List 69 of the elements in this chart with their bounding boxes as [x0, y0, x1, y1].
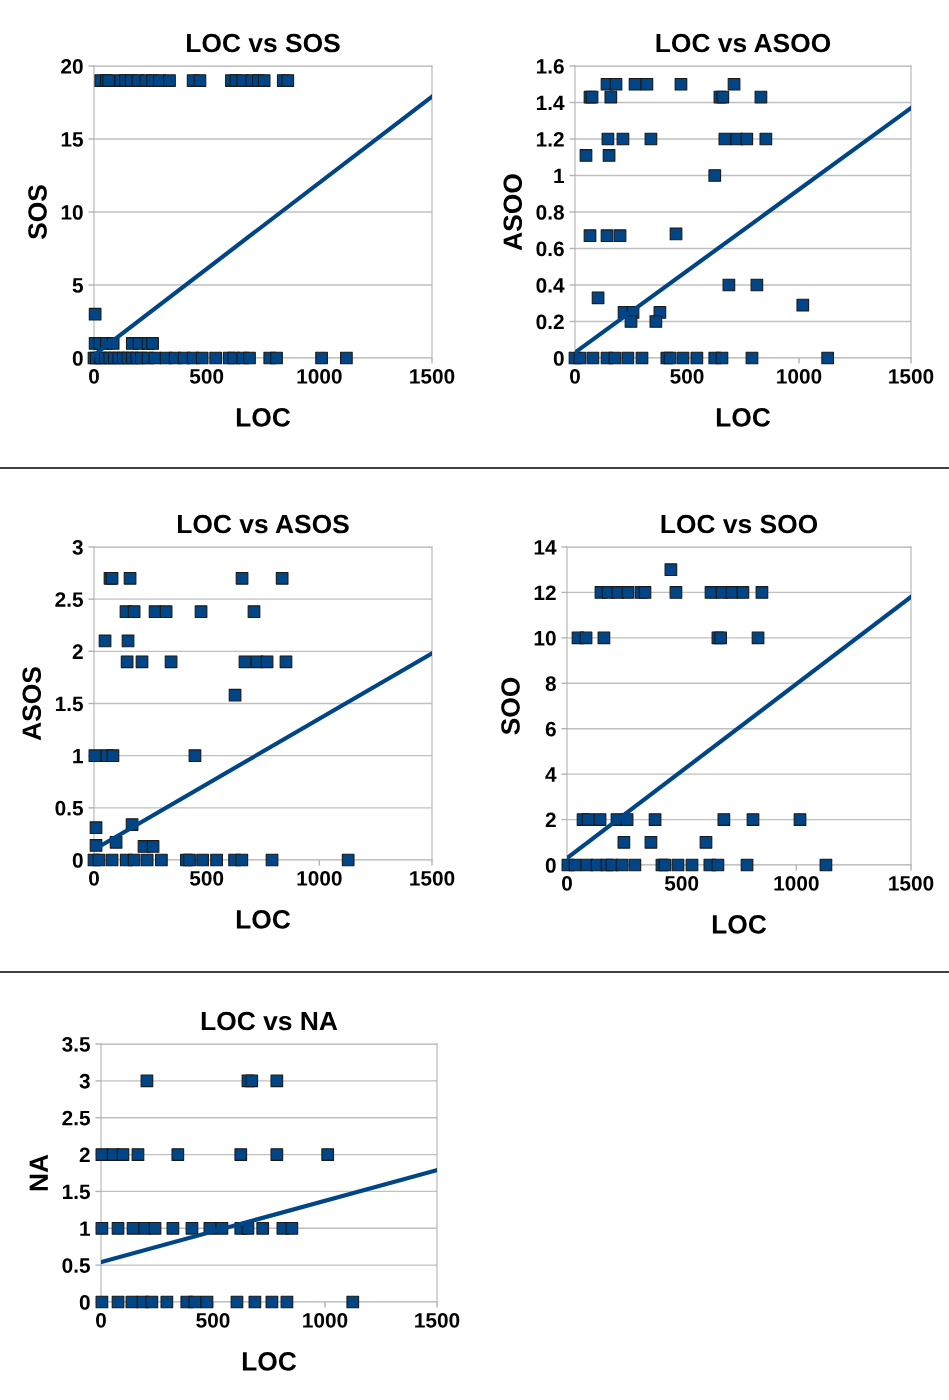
y-axis-title: SOS	[28, 185, 47, 240]
x-tick-label: 1000	[777, 368, 822, 384]
x-tick-label: 500	[189, 368, 224, 384]
x-tick-label: 0	[96, 1312, 106, 1328]
y-tick-label: 2.5	[55, 592, 84, 607]
y-tick-label: 1.4	[536, 95, 565, 111]
x-tick-label: 1000	[774, 875, 819, 891]
y-tick-label: 20	[61, 59, 83, 74]
y-tick-label: 0	[72, 351, 83, 366]
y-tick-label: 15	[61, 132, 84, 147]
x-tick-label: 1000	[297, 368, 342, 384]
y-tick-label: 3.5	[62, 1037, 91, 1052]
chart-title: LOC vs SOO	[661, 514, 818, 534]
y-tick-label: 10	[534, 630, 556, 646]
x-tick-label: 1500	[415, 1312, 460, 1328]
chart-title: LOC vs NA	[201, 1011, 338, 1031]
y-axis-title: ASOS	[22, 667, 42, 741]
y-tick-label: 1.6	[536, 59, 564, 74]
y-tick-label: 0.2	[536, 314, 564, 330]
x-tick-label: 1000	[297, 870, 342, 886]
chart-title: LOC vs ASOS	[178, 514, 349, 534]
y-tick-label: 0.4	[536, 278, 565, 293]
y-tick-label: 3	[72, 540, 83, 555]
y-tick-label: 0.8	[536, 205, 564, 220]
chart-title: LOC vs ASOO	[656, 33, 831, 53]
y-tick-label: 1.2	[536, 132, 564, 147]
y-tick-label: 1	[80, 1221, 90, 1236]
chart-title: LOC vs SOS	[187, 33, 340, 53]
y-tick-label: 2	[545, 812, 556, 828]
y-tick-label: 6	[545, 721, 556, 737]
y-tick-label: 0.5	[62, 1258, 91, 1273]
y-axis-title: ASOO	[503, 174, 523, 251]
x-tick-label: 1500	[410, 870, 455, 886]
y-tick-label: 8	[545, 676, 556, 692]
y-tick-label: 0	[79, 1295, 90, 1310]
y-axis-title: NA	[29, 1154, 48, 1191]
x-tick-label: 0	[570, 368, 580, 384]
y-tick-label: 1	[73, 748, 83, 764]
y-tick-label: 2.5	[62, 1110, 91, 1126]
x-tick-label: 1500	[410, 368, 455, 384]
y-tick-label: 4	[545, 767, 557, 782]
x-tick-label: 500	[189, 870, 224, 886]
x-axis-title: LOC	[236, 407, 291, 427]
x-tick-label: 500	[664, 875, 699, 891]
x-axis-title: LOC	[712, 914, 767, 934]
y-tick-label: 5	[72, 278, 83, 293]
y-tick-label: 1	[554, 168, 564, 184]
x-tick-label: 1500	[889, 368, 934, 384]
x-tick-label: 1000	[303, 1312, 348, 1328]
x-tick-label: 500	[196, 1312, 230, 1328]
y-tick-label: 1.5	[55, 696, 84, 712]
y-tick-label: 3	[79, 1073, 90, 1089]
x-axis-title: LOC	[242, 1351, 297, 1371]
y-tick-label: 10	[61, 205, 83, 220]
y-tick-label: 0	[545, 858, 556, 873]
x-axis-title: LOC	[236, 909, 291, 929]
y-tick-label: 2	[72, 644, 83, 659]
y-tick-label: 0.6	[536, 241, 564, 257]
y-axis-title: SOO	[501, 677, 520, 735]
y-tick-label: 0	[72, 853, 83, 868]
y-tick-label: 1.5	[62, 1184, 91, 1200]
x-axis-title: LOC	[716, 407, 771, 427]
y-tick-label: 2	[79, 1147, 90, 1163]
y-tick-label: 14	[534, 540, 557, 555]
y-tick-label: 12	[534, 585, 556, 600]
x-tick-label: 1500	[889, 875, 934, 891]
y-tick-label: 0	[553, 351, 564, 366]
x-tick-label: 500	[670, 368, 704, 384]
y-tick-label: 0.5	[55, 800, 84, 816]
